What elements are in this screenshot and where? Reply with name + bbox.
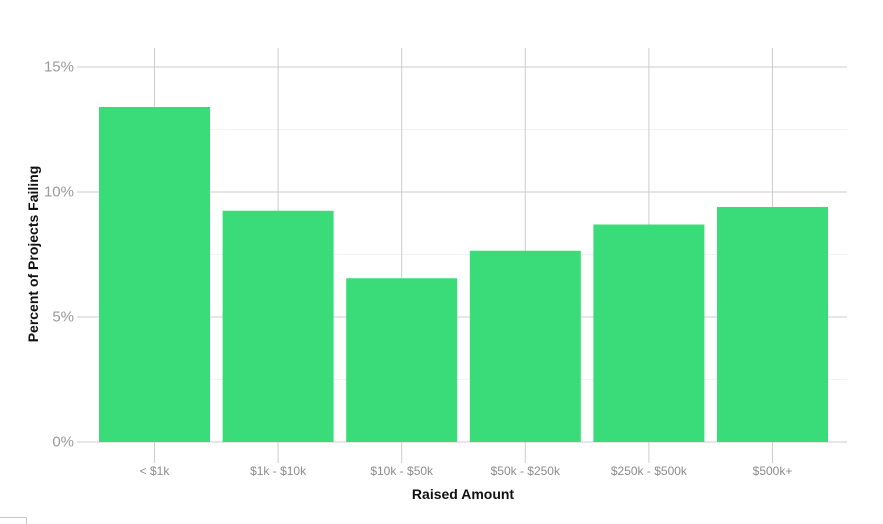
y-tick-label: 15% [43,58,74,76]
bar [222,210,334,442]
y-tick-label: 10% [43,183,74,201]
x-tick-label: $10k - $50k [370,464,434,478]
y-tick-label: 5% [52,308,74,326]
x-tick-label: $1k - $10k [250,464,307,478]
bars [99,107,828,442]
x-tick-label: $50k - $250k [490,464,560,478]
bar [593,224,705,442]
bar [469,250,581,442]
x-tick-label: $250k - $500k [610,464,687,478]
y-axis-title: Percent of Projects Failing [25,165,41,343]
y-tick-label: 0% [52,433,74,451]
x-tick-label: < $1k [139,464,170,478]
bar [717,207,828,442]
bar [99,107,210,442]
x-axis-title: Raised Amount [411,486,515,502]
x-tick-label: $500k+ [752,464,793,478]
bar [346,278,458,442]
